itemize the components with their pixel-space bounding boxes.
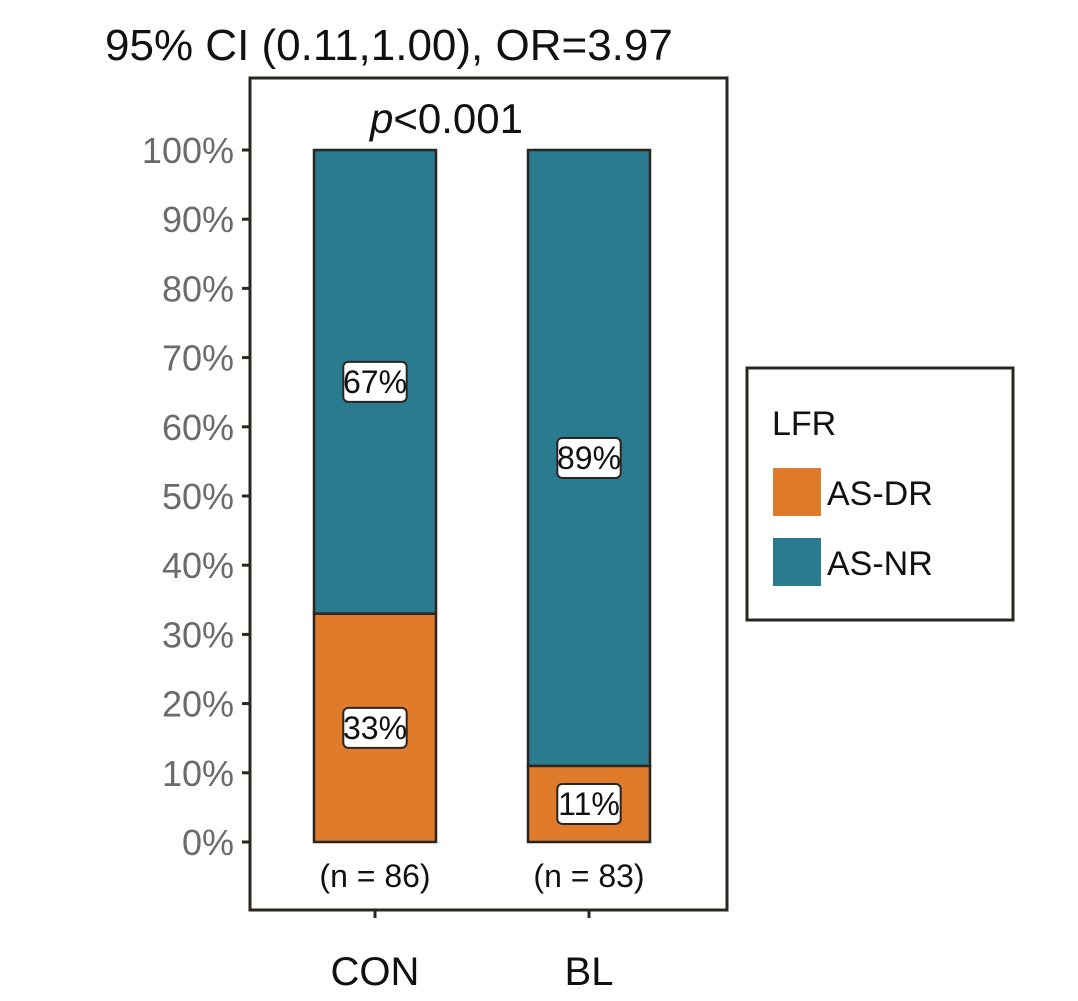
legend-swatch [773,538,821,586]
legend-title: LFR [772,405,836,443]
legend-items: AS-DR AS-NR [773,468,933,586]
bar-value-label: 67% [343,364,407,400]
plot-panel [248,76,729,912]
sample-size-label: (n = 86) [319,858,430,894]
y-tick-label: 30% [162,614,234,655]
y-tick-label: 90% [162,199,234,240]
y-tick-label: 0% [182,822,234,863]
legend-label: AS-DR [827,475,933,513]
p-value-label: p<0.001 [368,95,523,142]
y-tick-label: 20% [162,684,234,725]
bar-value-label-box [556,782,622,825]
x-tick-label: CON [331,950,420,994]
legend: LFR AS-DR AS-NR [745,366,1015,622]
p-value-text: <0.001 [393,95,523,142]
sample-size-label: (n = 83) [533,858,644,894]
legend-swatch [773,468,821,516]
bar-value-label-box [556,436,622,479]
bar-value-label: 89% [557,440,621,476]
y-axis: 0% 10% 20% 30% 40% 50% 60% 70% 80% 90% 100% [142,130,250,863]
y-tick-label: 50% [162,476,234,517]
legend-label: AS-NR [827,545,933,583]
bars: 33% 67% (n = 86) 11% 89% (n = 83) [312,148,652,894]
y-tick-label: 80% [162,268,234,309]
y-tick-label: 60% [162,407,234,448]
p-value-symbol: p [368,95,393,142]
x-tick-label: BL [565,950,614,994]
chart-title: 95% CI (0.11,1.00), OR=3.97 [105,21,673,70]
x-axis: CON BL [331,910,614,994]
y-tick-label: 10% [162,753,234,794]
bar-value-label: 33% [343,710,407,746]
bar-value-label: 11% [558,786,620,822]
bar-value-label-box [342,360,408,403]
bar-value-label-box [342,706,408,749]
y-tick-label: 100% [142,130,234,171]
y-tick-label: 70% [162,338,234,379]
y-tick-label: 40% [162,545,234,586]
